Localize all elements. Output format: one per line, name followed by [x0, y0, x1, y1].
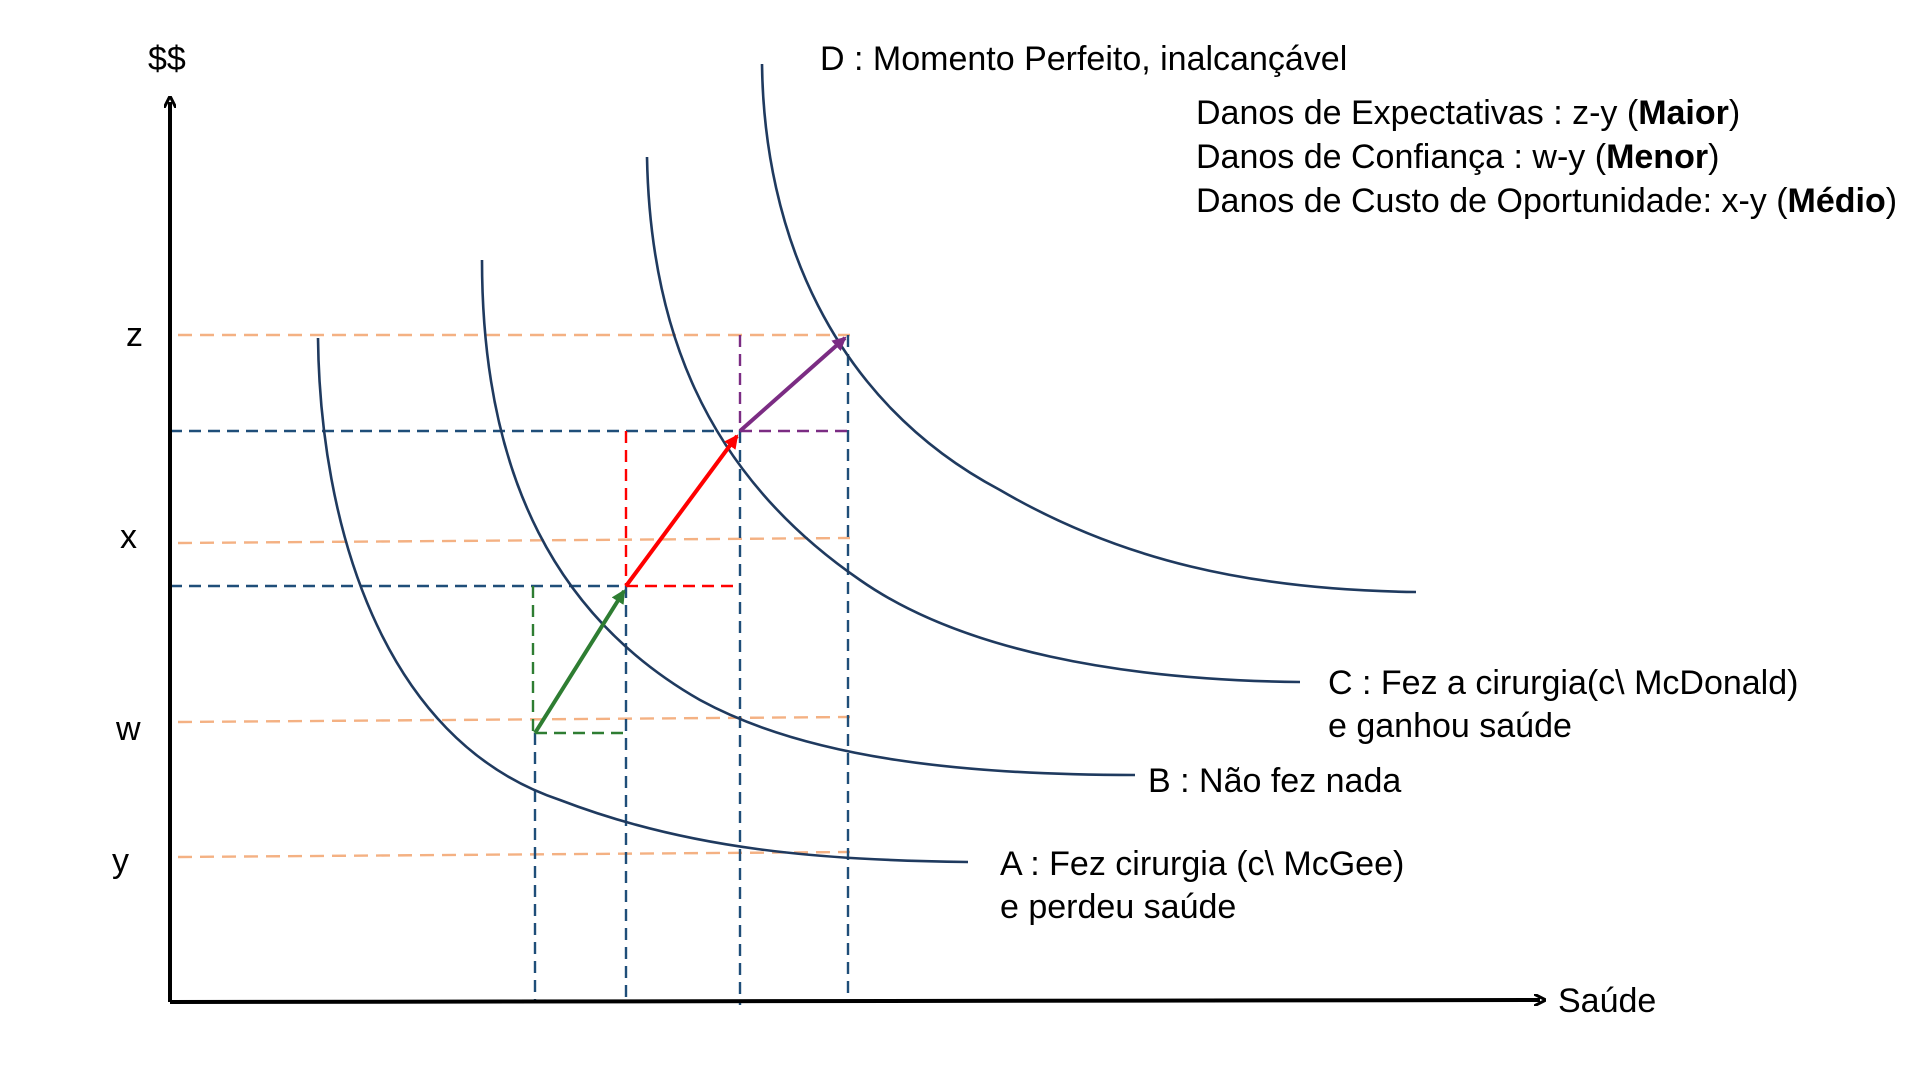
- curve-b: [480, 259, 1136, 777]
- curve-b-label: B : Não fez nada: [1148, 762, 1401, 800]
- damage-reliance: Danos de Confiança : w-y (Menor): [1196, 138, 1719, 176]
- guide-w: [177, 715, 851, 724]
- arrow-green: [533, 589, 626, 735]
- guide-y: [177, 850, 851, 859]
- arrow-purple: [738, 336, 847, 433]
- y-tick-z: z: [126, 316, 143, 354]
- y-tick-y: y: [112, 842, 129, 880]
- curve-a-label-line2: e perdeu saúde: [1000, 888, 1236, 926]
- guide-x: [177, 536, 851, 545]
- x-axis: [169, 1000, 1540, 1002]
- curve-a-label-line1: A : Fez cirurgia (c\ McGee): [1000, 845, 1404, 883]
- x-axis-label: Saúde: [1558, 982, 1656, 1020]
- curve-d: [760, 63, 1417, 594]
- curve-d-label: D : Momento Perfeito, inalcançável: [820, 40, 1347, 78]
- y-tick-w: w: [115, 710, 141, 748]
- curve-a: [316, 337, 969, 864]
- curve-c: [645, 156, 1301, 684]
- damage-opportunity-cost: Danos de Custo de Oportunidade: x-y (Méd…: [1196, 182, 1897, 220]
- damage-expectation: Danos de Expectativas : z-y (Maior): [1196, 94, 1740, 132]
- arrow-red: [624, 434, 739, 588]
- y-tick-x: x: [120, 518, 137, 556]
- y-axis-label: $$: [148, 40, 186, 78]
- curve-c-label-line1: C : Fez a cirurgia(c\ McDonald): [1328, 664, 1798, 702]
- curve-c-label-line2: e ganhou saúde: [1328, 707, 1572, 745]
